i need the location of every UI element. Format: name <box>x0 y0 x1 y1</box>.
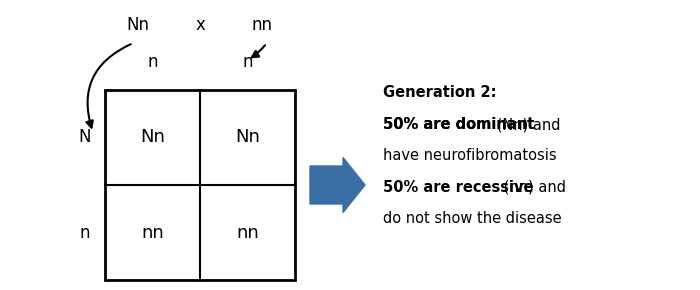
Text: Nn: Nn <box>235 128 260 146</box>
Text: n: n <box>242 53 253 71</box>
Text: 50% are recessive: 50% are recessive <box>383 180 533 195</box>
Text: nn: nn <box>141 224 164 242</box>
Text: 50% are dominant: 50% are dominant <box>383 117 534 132</box>
Text: nn: nn <box>251 16 272 34</box>
Text: N: N <box>79 128 91 146</box>
Text: Generation 2:: Generation 2: <box>383 85 496 100</box>
Text: Nn: Nn <box>127 16 150 34</box>
Text: x: x <box>195 16 205 34</box>
Text: nn: nn <box>236 224 259 242</box>
Bar <box>105 90 295 280</box>
Text: (nn) and: (nn) and <box>498 180 566 195</box>
Text: n: n <box>147 53 158 71</box>
Text: n: n <box>80 224 90 242</box>
FancyArrow shape <box>310 157 365 213</box>
Text: Nn: Nn <box>140 128 165 146</box>
Text: do not show the disease: do not show the disease <box>383 211 561 226</box>
Text: (Nn) and: (Nn) and <box>492 117 560 132</box>
Text: 50% are dominant: 50% are dominant <box>383 117 534 132</box>
Text: have neurofibromatosis: have neurofibromatosis <box>383 148 556 164</box>
